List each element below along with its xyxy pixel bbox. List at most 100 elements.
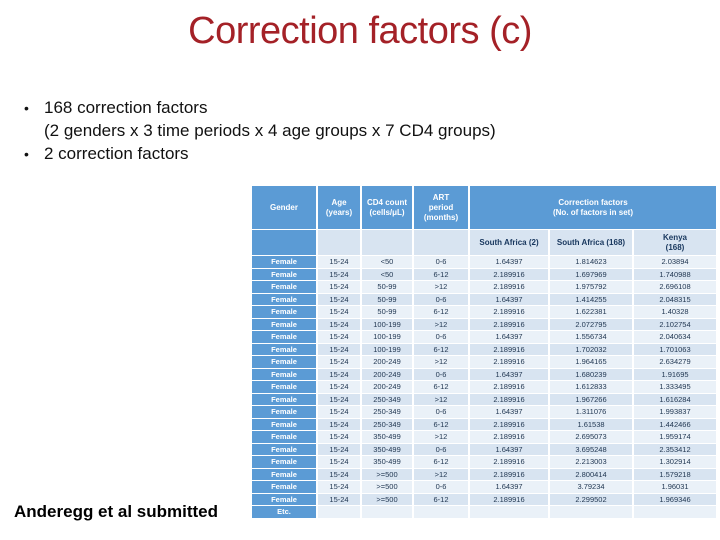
value-cell: 2.072795	[550, 318, 632, 330]
table-row: Female 15-24 50-99 0-6 1.64397 1.414255 2.0483…	[252, 293, 716, 305]
value-cell: 1.64397	[470, 406, 548, 418]
value-cell: 2.189916	[470, 393, 548, 405]
value-cell: 2.696108	[634, 281, 716, 293]
value-cell: 0-6	[414, 443, 468, 455]
table-row: Female 15-24 >=500 0-6 1.64397 3.79234 1.96031	[252, 481, 716, 493]
subheader-row: South Africa (2) South Africa (168) Keny…	[252, 230, 716, 255]
gender-cell: Female	[252, 443, 316, 455]
value-cell	[470, 506, 548, 518]
value-cell: 15-24	[318, 318, 360, 330]
header-row: Gender Age (years) CD4 count (cells/μL) …	[252, 186, 716, 229]
value-cell: <50	[362, 268, 412, 280]
value-cell: 1.964165	[550, 356, 632, 368]
gender-cell: Female	[252, 493, 316, 505]
bullet-icon: •	[24, 146, 29, 162]
value-cell: 100-199	[362, 331, 412, 343]
value-cell: 1.959174	[634, 431, 716, 443]
value-cell: 6-12	[414, 381, 468, 393]
value-cell: >12	[414, 281, 468, 293]
value-cell: 1.64397	[470, 331, 548, 343]
gender-cell: Female	[252, 318, 316, 330]
value-cell: 15-24	[318, 481, 360, 493]
value-cell: 2.800414	[550, 468, 632, 480]
gender-cell: Female	[252, 381, 316, 393]
value-cell: 15-24	[318, 293, 360, 305]
gender-cell: Female	[252, 281, 316, 293]
value-cell: 1.311076	[550, 406, 632, 418]
table-row: Female 15-24 <50 0-6 1.64397 1.814623 2.03894	[252, 256, 716, 268]
value-cell: >12	[414, 356, 468, 368]
value-cell: 6-12	[414, 343, 468, 355]
value-cell: 1.96031	[634, 481, 716, 493]
value-cell: 250-349	[362, 406, 412, 418]
value-cell: 1.64397	[470, 481, 548, 493]
value-cell: 15-24	[318, 456, 360, 468]
table-row: Female 15-24 50-99 6-12 2.189916 1.622381 1.40…	[252, 306, 716, 318]
table-row: Female 15-24 250-349 >12 2.189916 1.967266 1.6…	[252, 393, 716, 405]
value-cell: 1.302914	[634, 456, 716, 468]
value-cell: 350-499	[362, 443, 412, 455]
value-cell	[362, 506, 412, 518]
value-cell: 350-499	[362, 456, 412, 468]
value-cell: >12	[414, 468, 468, 480]
value-cell: 15-24	[318, 393, 360, 405]
value-cell: 1.333495	[634, 381, 716, 393]
value-cell: 0-6	[414, 368, 468, 380]
gender-cell: Etc.	[252, 506, 316, 518]
value-cell: 200-249	[362, 381, 412, 393]
gender-cell: Female	[252, 368, 316, 380]
value-cell: 1.616284	[634, 393, 716, 405]
table-row: Female 15-24 350-499 0-6 1.64397 3.695248 2.35…	[252, 443, 716, 455]
value-cell: 6-12	[414, 493, 468, 505]
value-cell: 0-6	[414, 481, 468, 493]
value-cell: 1.556734	[550, 331, 632, 343]
value-cell: 1.579218	[634, 468, 716, 480]
subheader-kenya-168: Kenya (168)	[634, 230, 716, 255]
value-cell: 15-24	[318, 381, 360, 393]
value-cell: >=500	[362, 468, 412, 480]
value-cell: 100-199	[362, 318, 412, 330]
value-cell: 1.64397	[470, 256, 548, 268]
value-cell: 3.695248	[550, 443, 632, 455]
header-art-period: ART period (months)	[414, 186, 468, 229]
value-cell: 2.353412	[634, 443, 716, 455]
value-cell: 2.189916	[470, 343, 548, 355]
gender-cell: Female	[252, 293, 316, 305]
table-row: Female 15-24 200-249 >12 2.189916 1.964165 2.6…	[252, 356, 716, 368]
gender-cell: Female	[252, 343, 316, 355]
value-cell	[634, 506, 716, 518]
table-row: Female 15-24 200-249 6-12 2.189916 1.612833 1.…	[252, 381, 716, 393]
value-cell: 1.442466	[634, 418, 716, 430]
value-cell: >12	[414, 393, 468, 405]
value-cell: 15-24	[318, 356, 360, 368]
value-cell: 0-6	[414, 293, 468, 305]
header-age: Age (years)	[318, 186, 360, 229]
value-cell: <50	[362, 256, 412, 268]
value-cell: 2.189916	[470, 306, 548, 318]
value-cell: 15-24	[318, 406, 360, 418]
value-cell: 350-499	[362, 431, 412, 443]
value-cell: 250-349	[362, 418, 412, 430]
value-cell: 100-199	[362, 343, 412, 355]
correction-factors-table: Gender Age (years) CD4 count (cells/μL) …	[250, 185, 718, 519]
value-cell: >=500	[362, 481, 412, 493]
value-cell: 15-24	[318, 468, 360, 480]
header-correction-factors: Correction factors (No. of factors in se…	[470, 186, 716, 229]
bullet-list: • 168 correction factors (2 genders x 3 …	[24, 96, 684, 166]
value-cell: 2.189916	[470, 418, 548, 430]
table-row: Female 15-24 100-199 0-6 1.64397 1.556734 2.04…	[252, 331, 716, 343]
value-cell: 2.03894	[634, 256, 716, 268]
gender-cell: Female	[252, 406, 316, 418]
table-row: Female 15-24 50-99 >12 2.189916 1.975792 2.696…	[252, 281, 716, 293]
table-row: Female 15-24 200-249 0-6 1.64397 1.680239 1.91…	[252, 368, 716, 380]
value-cell: 2.189916	[470, 318, 548, 330]
subheader-south-africa-2: South Africa (2)	[470, 230, 548, 255]
subheader-spacer	[318, 230, 360, 255]
bullet-item: • 168 correction factors (2 genders x 3 …	[24, 96, 684, 142]
value-cell: 1.612833	[550, 381, 632, 393]
table-row: Female 15-24 100-199 >12 2.189916 2.072795 2.1…	[252, 318, 716, 330]
value-cell: >=500	[362, 493, 412, 505]
value-cell: 6-12	[414, 306, 468, 318]
value-cell: 0-6	[414, 406, 468, 418]
subheader-south-africa-168: South Africa (168)	[550, 230, 632, 255]
